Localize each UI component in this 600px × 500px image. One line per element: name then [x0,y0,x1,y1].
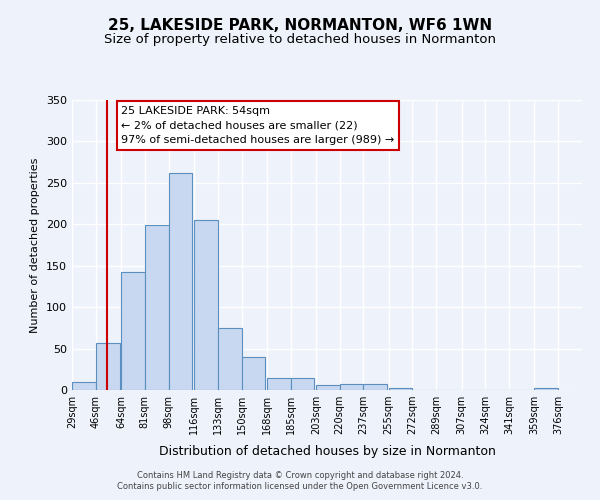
Bar [194,220,218,390]
Text: Contains HM Land Registry data © Crown copyright and database right 2024.: Contains HM Land Registry data © Crown c… [137,471,463,480]
Bar [121,272,145,390]
Y-axis label: Number of detached properties: Number of detached properties [31,158,40,332]
Bar [316,385,340,390]
X-axis label: Distribution of detached houses by size in Normanton: Distribution of detached houses by size … [158,446,496,458]
Text: Contains public sector information licensed under the Open Government Licence v3: Contains public sector information licen… [118,482,482,491]
Bar [267,378,290,390]
Bar [96,343,119,390]
Bar [535,388,558,390]
Bar [72,382,96,390]
Bar [218,328,242,390]
Text: 25 LAKESIDE PARK: 54sqm
← 2% of detached houses are smaller (22)
97% of semi-det: 25 LAKESIDE PARK: 54sqm ← 2% of detached… [121,106,394,146]
Bar [340,384,364,390]
Text: Size of property relative to detached houses in Normanton: Size of property relative to detached ho… [104,32,496,46]
Bar [242,357,265,390]
Bar [169,173,193,390]
Bar [364,384,387,390]
Bar [389,388,412,390]
Bar [145,225,169,390]
Text: 25, LAKESIDE PARK, NORMANTON, WF6 1WN: 25, LAKESIDE PARK, NORMANTON, WF6 1WN [108,18,492,32]
Bar [290,378,314,390]
